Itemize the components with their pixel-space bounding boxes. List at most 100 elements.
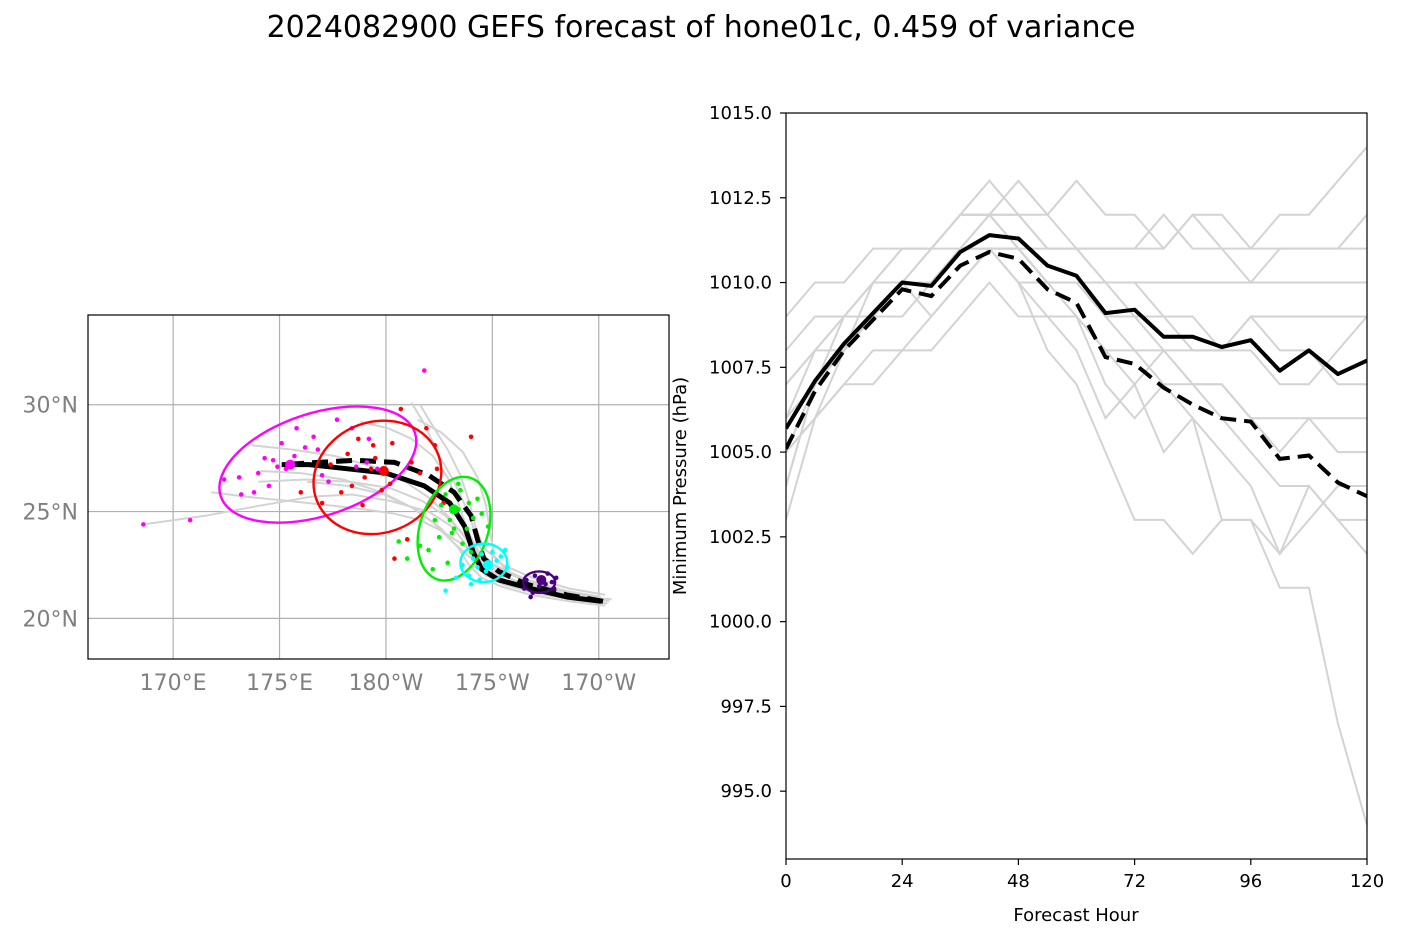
group-0-point-26 <box>375 466 380 472</box>
group-0-point-9 <box>270 457 276 463</box>
group-3-point-6 <box>477 577 482 583</box>
group-2-point-19 <box>485 524 491 529</box>
group-1-point-7 <box>360 502 365 508</box>
group-2-point-0 <box>396 539 402 544</box>
group-1-point-5 <box>349 483 355 489</box>
group-0-point-21 <box>334 417 340 422</box>
group-4-point-3 <box>532 573 538 578</box>
group-2-point-5 <box>438 502 444 508</box>
group-2-point-7 <box>447 517 453 523</box>
group-2-point-23 <box>430 566 436 572</box>
group-0-point-4 <box>238 492 244 497</box>
group-1-point-8 <box>362 475 367 480</box>
group-1-point-3 <box>338 490 344 495</box>
mean-track-dashed <box>283 457 604 604</box>
group-2-point-18 <box>479 511 485 517</box>
group-2-point-3 <box>432 517 438 523</box>
map-ytick-2: 30°N <box>23 394 78 419</box>
group-4-point-11 <box>551 586 557 591</box>
group-0-point-24 <box>364 460 370 465</box>
group-0-point-11 <box>279 440 284 446</box>
page-title: 2024082900 GEFS forecast of hone01c, 0.4… <box>266 10 1136 45</box>
group-1-point-21 <box>434 466 440 472</box>
mean-track-solid <box>281 462 602 604</box>
group-1-point-0 <box>298 490 304 495</box>
group-1-point-4 <box>345 451 350 457</box>
group-3-point-2 <box>460 562 465 568</box>
group-4-point-10 <box>528 594 533 600</box>
group-0-point-15 <box>294 425 299 431</box>
map-xtick-3: 175°W <box>455 671 530 696</box>
group-4-point-0 <box>521 586 527 591</box>
group-center-1 <box>378 465 389 476</box>
group-0-point-7 <box>262 455 267 461</box>
group-center-2 <box>449 504 460 515</box>
map-tick-labels: 170°E 175°E 180°W 175°W 170°W 20°N 25°N 30°N <box>23 394 637 696</box>
group-0-point-3 <box>236 475 242 480</box>
group-3-point-1 <box>453 575 459 581</box>
group-3-point-4 <box>470 556 476 561</box>
group-4-point-4 <box>536 584 542 589</box>
group-center-3 <box>483 559 494 570</box>
group-0-point-23 <box>353 464 359 470</box>
group-1-point-20 <box>432 443 438 448</box>
group-4-point-1 <box>524 577 529 583</box>
group-3-point-11 <box>494 558 499 564</box>
group-0-point-25 <box>366 436 372 442</box>
group-0-point-8 <box>266 483 272 489</box>
group-ellipse-0 <box>218 405 418 524</box>
map-xtick-0: 170°E <box>140 671 207 696</box>
group-2-point-16 <box>470 515 476 521</box>
group-ellipse-1 <box>312 419 443 536</box>
group-ellipse-2 <box>416 475 492 582</box>
group-2-point-8 <box>449 530 455 536</box>
group-0-point-17 <box>311 434 316 440</box>
group-1-point-11 <box>373 455 378 461</box>
group-3-point-0 <box>443 588 448 593</box>
group-3-point-15 <box>468 581 474 587</box>
group-0-point-0 <box>141 522 146 527</box>
group-1-point-24 <box>392 556 397 561</box>
map-ytick-0: 20°N <box>23 607 78 632</box>
group-2-point-4 <box>436 534 442 540</box>
group-1-point-14 <box>390 440 395 446</box>
ensemble-track-6 <box>251 444 604 601</box>
group-center-4 <box>536 574 547 585</box>
group-0-point-5 <box>251 490 257 495</box>
group-4-point-2 <box>530 590 536 596</box>
group-center-0 <box>285 459 296 470</box>
map-ytick-1: 25°N <box>23 501 78 526</box>
group-1-point-17 <box>409 460 414 465</box>
group-3-point-12 <box>498 554 504 559</box>
group-0-point-2 <box>221 477 227 482</box>
group-2-point-9 <box>451 526 457 531</box>
group-3-point-13 <box>502 547 508 553</box>
group-2-point-15 <box>468 549 474 555</box>
map-xtick-2: 180°W <box>349 671 424 696</box>
group-2-point-2 <box>426 547 431 553</box>
group-2-point-11 <box>458 487 463 493</box>
group-1-point-18 <box>417 470 423 476</box>
group-1-point-12 <box>379 487 384 493</box>
group-0-point-19 <box>319 472 325 478</box>
group-0-point-6 <box>255 470 261 476</box>
group-0-point-1 <box>187 517 193 523</box>
group-ellipse-4 <box>522 570 557 594</box>
group-2-point-12 <box>460 541 465 546</box>
group-0-point-16 <box>302 445 308 450</box>
group-4-point-7 <box>545 571 550 576</box>
group-3-point-3 <box>466 573 472 578</box>
group-2-point-22 <box>456 481 461 487</box>
group-0-point-14 <box>292 453 297 459</box>
group-2-point-21 <box>404 556 410 561</box>
group-1-point-19 <box>424 425 429 431</box>
group-1-point-10 <box>370 443 376 448</box>
group-0-point-20 <box>326 479 331 484</box>
group-1-point-9 <box>368 466 374 472</box>
group-4-point-8 <box>549 579 555 585</box>
group-2-point-6 <box>443 492 448 497</box>
group-1-point-16 <box>404 537 410 542</box>
group-0-point-27 <box>421 368 427 373</box>
ensemble-track-5 <box>360 420 602 598</box>
